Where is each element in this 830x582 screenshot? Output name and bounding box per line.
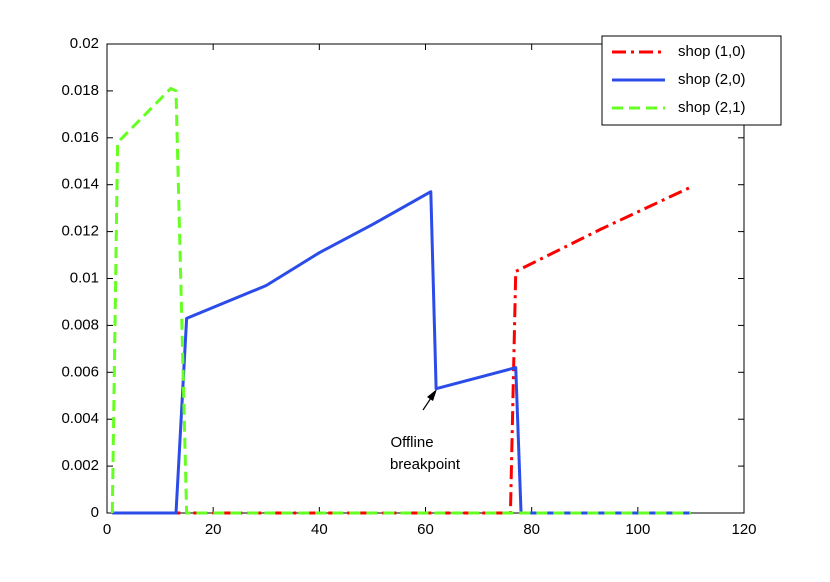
y-tick-label: 0.008 [61, 316, 99, 333]
x-tick-label: 120 [731, 521, 756, 538]
y-tick-label: 0.012 [61, 223, 99, 240]
y-tick-label: 0 [91, 504, 99, 521]
y-tick-label: 0.006 [61, 363, 99, 380]
annotation: Offline breakpoint [390, 389, 461, 473]
legend-label: shop (2,0) [678, 71, 746, 88]
series-line [112, 185, 692, 515]
series-line [110, 87, 691, 515]
y-tick-label: 0.01 [70, 269, 99, 286]
x-tick-label: 40 [311, 521, 328, 538]
x-tick-label: 100 [625, 521, 650, 538]
y-tick-label: 0.016 [61, 129, 99, 146]
series-line [112, 190, 691, 515]
x-tick-label: 0 [103, 521, 111, 538]
annotation-text: Offline [390, 434, 433, 451]
y-tick-label: 0.02 [70, 35, 99, 52]
y-tick-label: 0.014 [61, 176, 99, 193]
legend: shop (1,0) shop (2,0) shop (2,1) [601, 35, 782, 126]
annotation-arrowhead [427, 389, 437, 401]
y-tick-label: 0.018 [61, 82, 99, 99]
y-tick-label: 0.002 [61, 457, 99, 474]
annotation-text: breakpoint [390, 456, 461, 473]
x-tick-label: 20 [205, 521, 222, 538]
legend-label: shop (1,0) [678, 43, 746, 60]
legend-label: shop (2,1) [678, 99, 746, 116]
x-tick-label: 80 [523, 521, 540, 538]
y-tick-label: 0.004 [61, 410, 99, 427]
x-tick-label: 60 [417, 521, 434, 538]
